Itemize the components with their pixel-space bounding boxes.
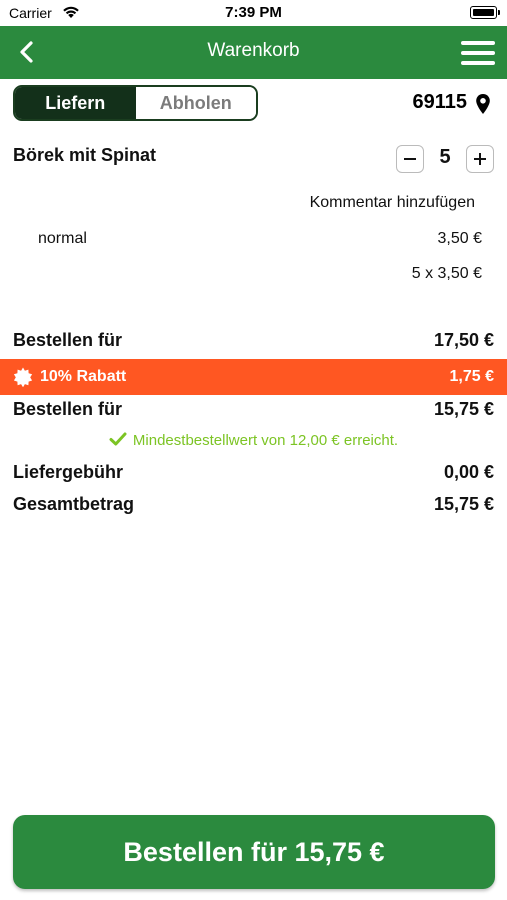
plus-icon: [474, 153, 486, 165]
item-unit-price: 3,50 €: [437, 230, 482, 247]
status-time: 7:39 PM: [225, 4, 282, 21]
tab-abholen[interactable]: Abholen: [135, 87, 256, 119]
map-pin-icon[interactable]: [475, 93, 491, 115]
checkmark-icon: [109, 432, 127, 446]
nav-bar: Warenkorb: [0, 26, 507, 79]
delivery-fee-row: Liefergebühr 0,00 €: [0, 459, 507, 489]
discounted-subtotal-value: 15,75 €: [433, 399, 494, 419]
delivery-mode-toggle: Liefern Abholen: [13, 85, 258, 121]
postcode-label[interactable]: 69115: [412, 91, 467, 113]
tab-liefern[interactable]: Liefern: [15, 87, 136, 119]
increase-quantity-button[interactable]: [466, 145, 494, 173]
cart-item-name: Börek mit Spinat: [13, 145, 157, 165]
add-comment-link[interactable]: Kommentar hinzufügen: [309, 194, 475, 211]
carrier-label: Carrier: [9, 5, 52, 21]
total-row: Gesamtbetrag 15,75 €: [0, 491, 507, 521]
discount-label: 10% Rabatt: [40, 368, 127, 385]
subtotal-row: Bestellen für 17,50 €: [0, 327, 507, 357]
battery-icon: [470, 6, 500, 19]
discount-value: 1,75 €: [449, 368, 494, 385]
page-title: Warenkorb: [207, 40, 300, 61]
hamburger-menu-icon[interactable]: [461, 41, 495, 65]
discount-badge-icon: [13, 367, 33, 387]
discounted-subtotal-row: Bestellen für 15,75 €: [0, 396, 507, 426]
min-order-text: Mindestbestellwert von 12,00 € erreicht.: [132, 432, 399, 449]
delivery-fee-label: Liefergebühr: [13, 462, 124, 482]
total-label: Gesamtbetrag: [13, 494, 135, 514]
quantity-value: 5: [439, 146, 451, 168]
place-order-button[interactable]: Bestellen für 15,75 €: [13, 815, 495, 889]
item-line-total: 5 x 3,50 €: [411, 265, 482, 282]
total-value: 15,75 €: [433, 494, 494, 514]
subtotal-label: Bestellen für: [13, 330, 123, 350]
wifi-icon: [63, 6, 79, 18]
item-variant: normal: [38, 230, 87, 247]
chevron-left-icon[interactable]: [14, 39, 40, 65]
min-order-note: Mindestbestellwert von 12,00 € erreicht.: [0, 432, 507, 449]
mode-row: Liefern Abholen 69115: [0, 84, 507, 122]
decrease-quantity-button[interactable]: [396, 145, 424, 173]
discounted-subtotal-label: Bestellen für: [13, 399, 123, 419]
delivery-fee-value: 0,00 €: [443, 462, 494, 482]
discount-row: 10% Rabatt 1,75 €: [0, 359, 507, 395]
subtotal-value: 17,50 €: [433, 330, 494, 350]
minus-icon: [404, 158, 416, 160]
status-bar: Carrier 7:39 PM: [0, 0, 507, 26]
